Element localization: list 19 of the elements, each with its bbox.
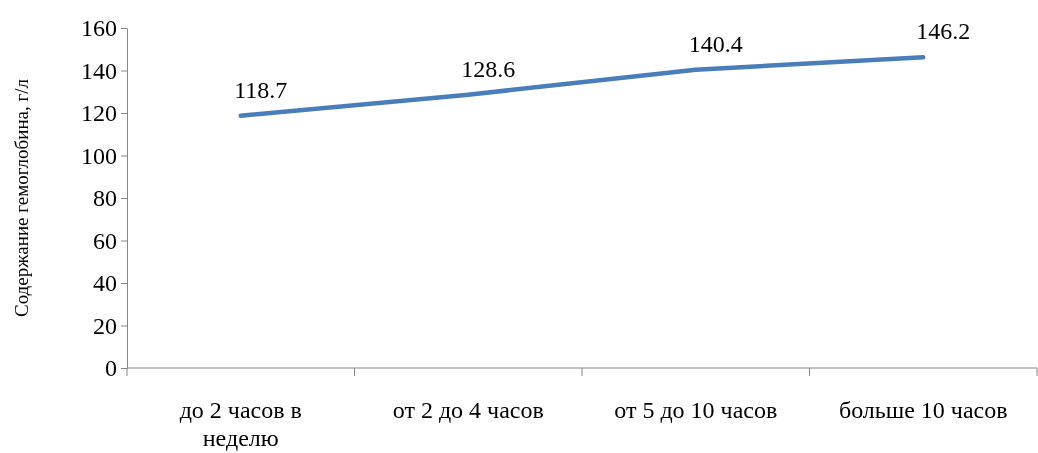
y-tick-label: 40 xyxy=(93,270,117,297)
y-tick-label: 60 xyxy=(93,227,117,254)
x-tick-label: больше 10 часов xyxy=(838,397,1008,423)
data-label: 146.2 xyxy=(916,18,971,45)
y-axis-title: Содержание гемоглобина, г/л xyxy=(11,78,32,318)
y-tick-label: 160 xyxy=(81,15,117,42)
x-tick-label: от 2 до 4 часов xyxy=(392,397,544,423)
y-tick-label: 120 xyxy=(81,100,117,127)
line-series xyxy=(238,55,926,119)
y-tick-label: 80 xyxy=(93,185,117,212)
data-label: 118.7 xyxy=(234,76,288,103)
y-tick-label: 0 xyxy=(105,355,117,382)
y-tick-label: 20 xyxy=(93,312,117,339)
y-tick-label: 100 xyxy=(81,142,117,169)
data-label: 128.6 xyxy=(461,55,516,82)
data-label: 140.4 xyxy=(688,30,743,57)
y-tick-label: 140 xyxy=(81,57,117,84)
x-tick-label: до 2 часов в неделю xyxy=(179,397,302,451)
x-tick-label: от 5 до 10 часов xyxy=(614,397,778,423)
